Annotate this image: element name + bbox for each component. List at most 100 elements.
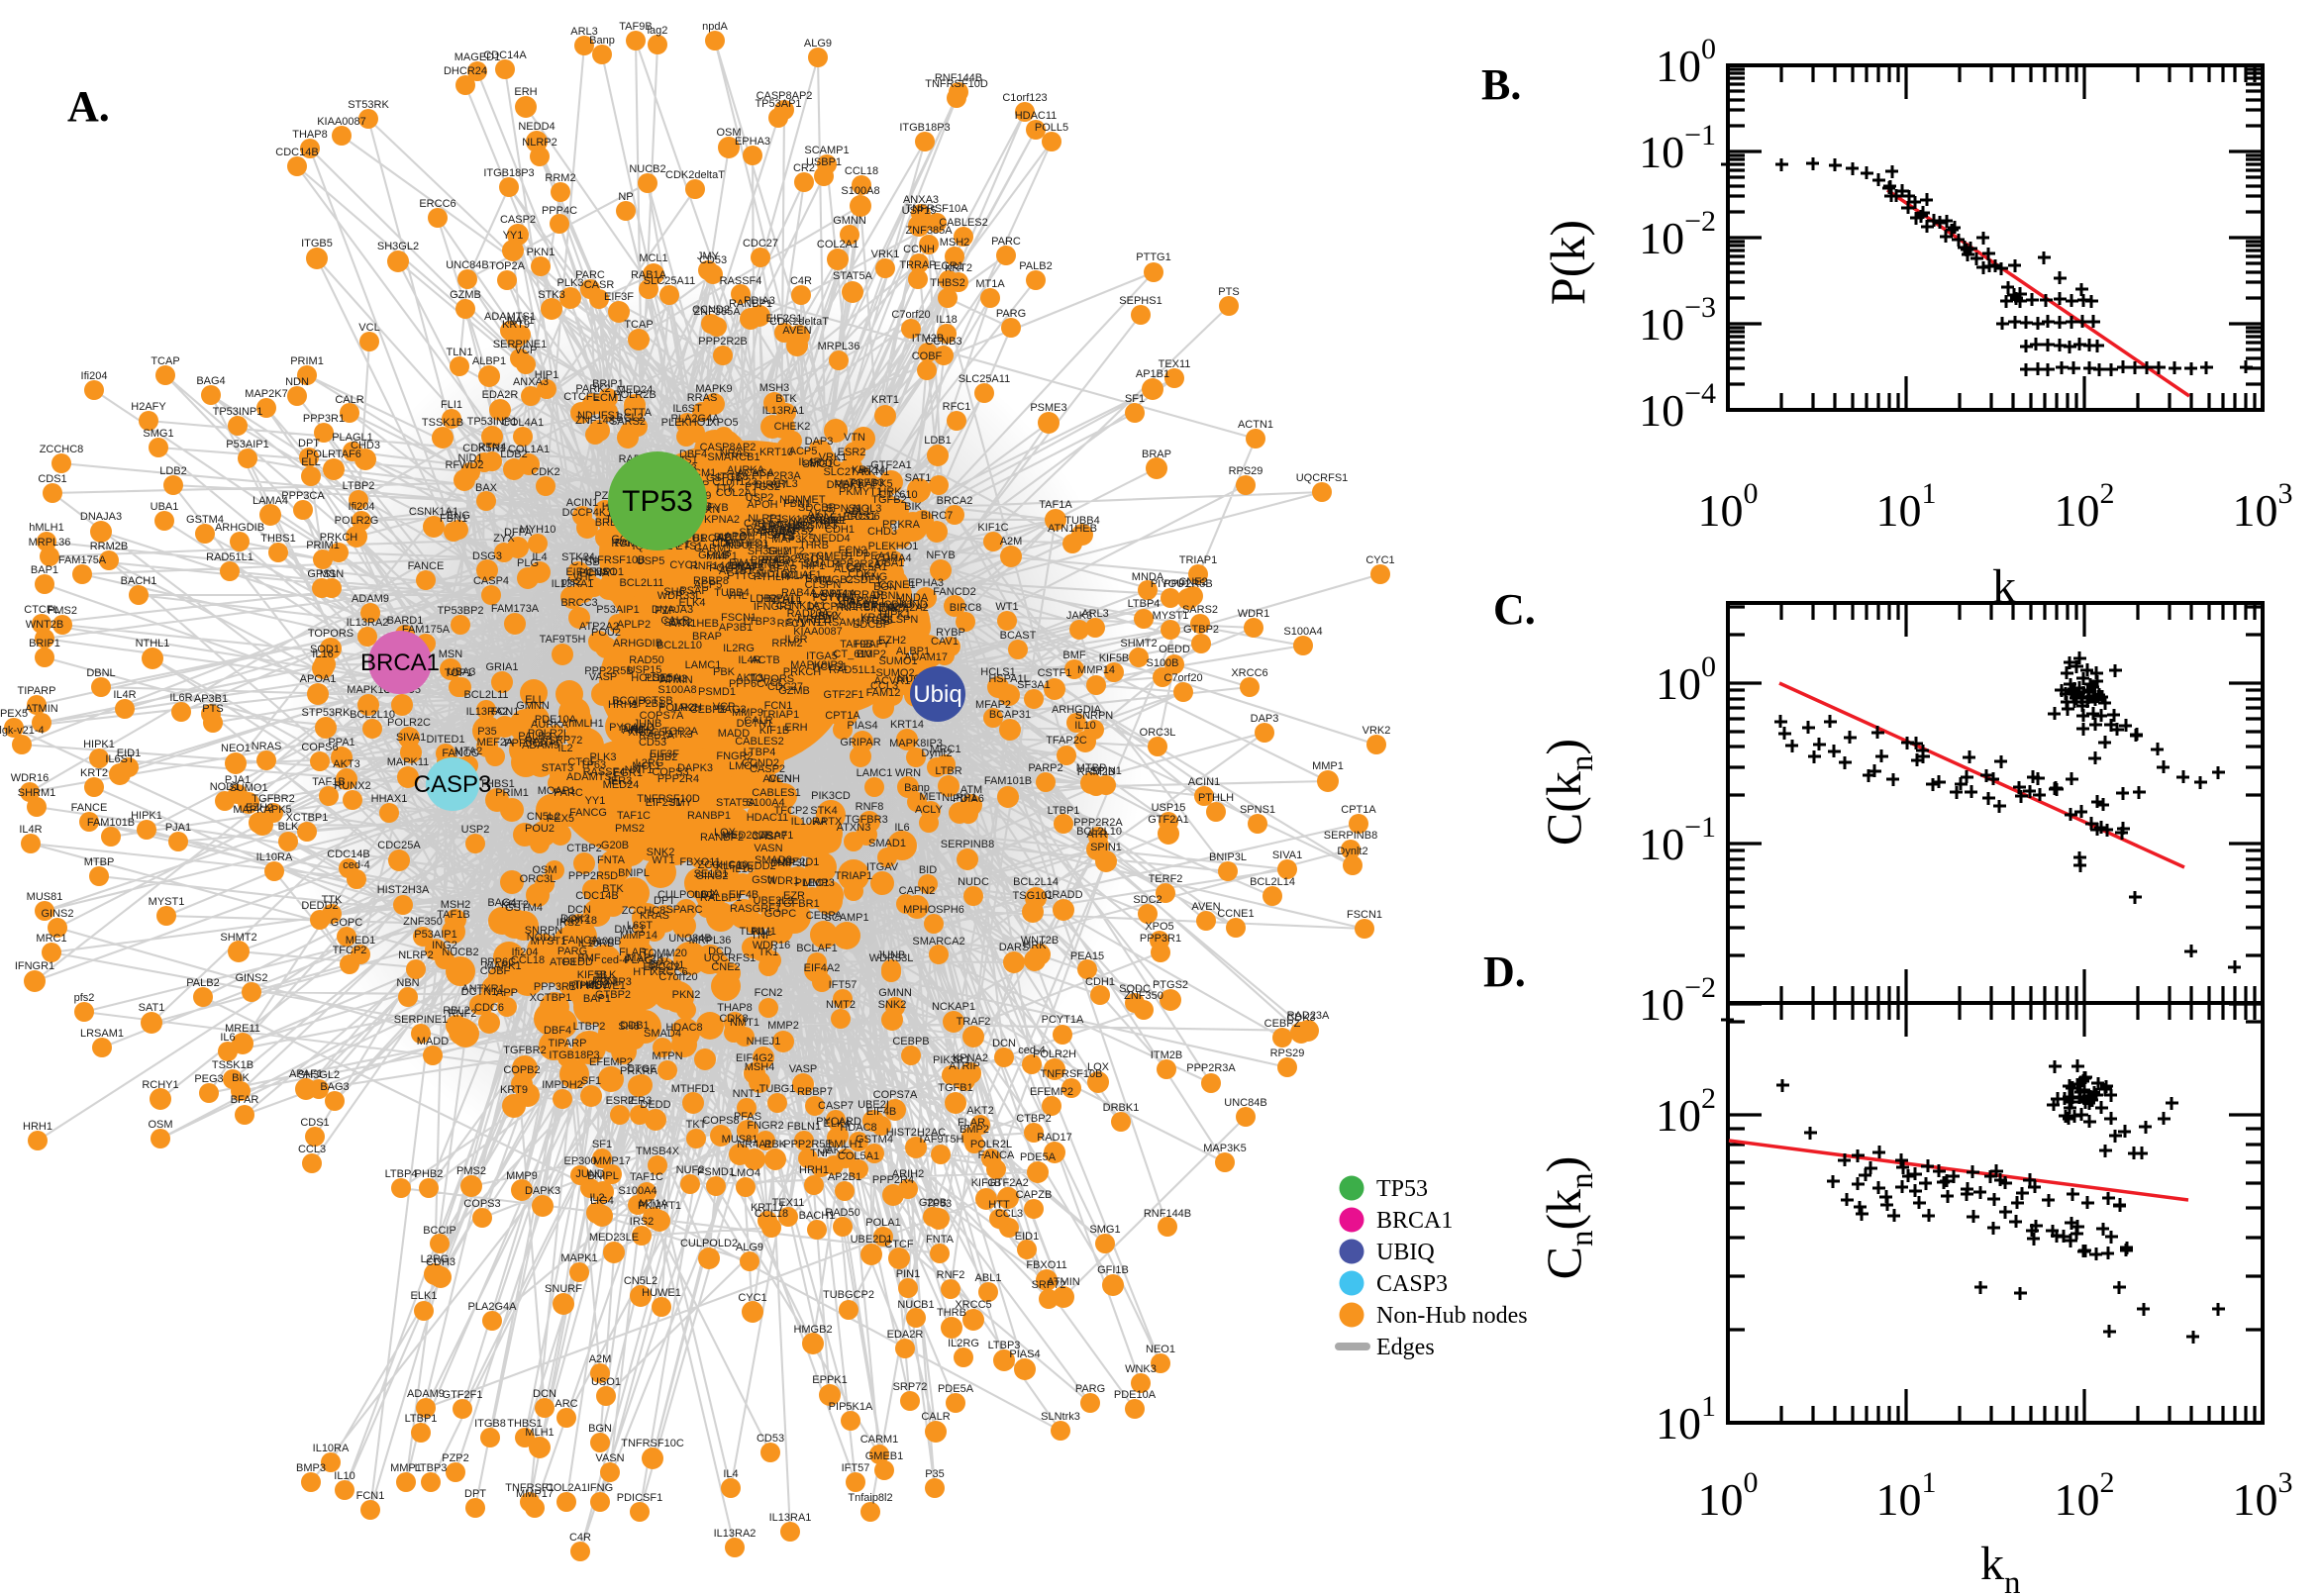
svg-text:C4R: C4R — [790, 275, 812, 287]
svg-text:GMEB1: GMEB1 — [865, 1450, 904, 1462]
svg-text:MMP17: MMP17 — [516, 1488, 554, 1500]
svg-text:BMX: BMX — [818, 611, 843, 623]
svg-text:VASP: VASP — [789, 1063, 818, 1075]
svg-text:POLRTAF6: POLRTAF6 — [306, 449, 361, 460]
svg-text:ECM1: ECM1 — [593, 392, 624, 404]
svg-text:HIPK1: HIPK1 — [879, 609, 911, 621]
svg-text:STK24: STK24 — [561, 551, 595, 563]
svg-text:PJA1: PJA1 — [165, 822, 191, 834]
svg-text:MRPL36: MRPL36 — [29, 537, 71, 549]
svg-text:CALR: CALR — [921, 1411, 950, 1423]
svg-text:COBF: COBF — [912, 350, 943, 362]
svg-text:BIK: BIK — [904, 501, 922, 513]
svg-text:DARS: DARS — [999, 942, 1030, 953]
svg-text:HTT: HTT — [633, 966, 655, 978]
svg-text:FANCE: FANCE — [408, 560, 445, 572]
svg-text:DNAJA3: DNAJA3 — [652, 604, 693, 616]
svg-text:TEX11: TEX11 — [772, 1197, 805, 1209]
svg-text:TUBGCP2: TUBGCP2 — [823, 1289, 874, 1301]
svg-text:CTBP2: CTBP2 — [1016, 1113, 1051, 1125]
svg-text:PPP2R5D: PPP2R5D — [568, 870, 618, 882]
svg-text:CLSPN: CLSPN — [882, 614, 919, 626]
svg-text:FCN2: FCN2 — [839, 545, 867, 556]
svg-text:POLL5: POLL5 — [1035, 122, 1068, 134]
svg-text:H2AFY: H2AFY — [855, 639, 890, 650]
svg-text:BIRC7: BIRC7 — [756, 479, 787, 491]
svg-text:UNC84B: UNC84B — [668, 933, 711, 945]
svg-text:JAK3: JAK3 — [1066, 610, 1092, 622]
svg-text:SRP72: SRP72 — [893, 1381, 928, 1393]
svg-text:EID1: EID1 — [846, 548, 869, 559]
svg-text:HMGB2: HMGB2 — [814, 574, 853, 586]
svg-text:STK3: STK3 — [538, 289, 565, 301]
svg-text:GSTM4: GSTM4 — [505, 902, 543, 914]
svg-text:BACH1: BACH1 — [760, 525, 797, 537]
svg-text:POU2: POU2 — [525, 823, 555, 835]
svg-text:TRRAP: TRRAP — [899, 259, 936, 271]
svg-text:TP63: TP63 — [926, 1198, 952, 1210]
svg-text:TOP2A: TOP2A — [662, 726, 699, 738]
svg-text:NOD1: NOD1 — [210, 781, 241, 793]
svg-text:POLR2C: POLR2C — [387, 717, 431, 729]
svg-text:NNT1: NNT1 — [625, 764, 654, 776]
svg-text:PDE5A: PDE5A — [1020, 1151, 1057, 1163]
svg-text:CCL18: CCL18 — [511, 954, 545, 966]
svg-text:MMP1: MMP1 — [1312, 760, 1344, 772]
svg-text:MRPL36: MRPL36 — [818, 341, 860, 352]
svg-text:TFCP2: TFCP2 — [333, 945, 367, 956]
svg-text:LDB2: LDB2 — [159, 465, 187, 477]
svg-text:L2RG: L2RG — [421, 1253, 450, 1265]
svg-text:PHB2: PHB2 — [650, 751, 678, 763]
svg-text:NNT1: NNT1 — [733, 1088, 761, 1100]
svg-text:HMGB2: HMGB2 — [793, 1324, 832, 1336]
svg-text:GMNN: GMNN — [516, 700, 550, 712]
svg-text:GINS2: GINS2 — [695, 870, 728, 882]
svg-text:ADAM9: ADAM9 — [407, 1388, 445, 1400]
svg-text:CYC1: CYC1 — [738, 1292, 766, 1304]
svg-text:BMF: BMF — [1062, 649, 1086, 661]
svg-text:CCL3: CCL3 — [995, 1208, 1023, 1220]
svg-text:DCN: DCN — [567, 904, 591, 916]
svg-text:FNGR2: FNGR2 — [716, 750, 753, 762]
svg-text:CN5L2: CN5L2 — [527, 811, 560, 823]
svg-text:MEF2A: MEF2A — [477, 737, 514, 748]
svg-text:SH3GL2: SH3GL2 — [377, 241, 419, 252]
svg-text:BCL2L11: BCL2L11 — [463, 689, 508, 701]
svg-text:MYST1: MYST1 — [1153, 610, 1189, 622]
svg-text:FBXO11: FBXO11 — [1026, 1259, 1066, 1271]
svg-text:ATN1HEB: ATN1HEB — [1048, 523, 1097, 535]
svg-text:SUMO1: SUMO1 — [229, 782, 267, 794]
svg-text:C7orf20: C7orf20 — [891, 309, 930, 321]
svg-text:ACVR1: ACVR1 — [850, 596, 886, 608]
svg-text:DRBK1: DRBK1 — [1103, 1102, 1140, 1114]
svg-text:APAF1: APAF1 — [289, 1068, 323, 1080]
svg-text:ARIH2: ARIH2 — [623, 725, 655, 737]
svg-text:USP2: USP2 — [461, 824, 490, 836]
svg-text:MSH4: MSH4 — [745, 1061, 775, 1073]
svg-text:TAF1A: TAF1A — [1039, 499, 1072, 511]
svg-text:DBNL: DBNL — [86, 667, 115, 679]
svg-text:ARL3: ARL3 — [1081, 608, 1109, 620]
svg-text:PMS2: PMS2 — [48, 605, 77, 617]
svg-text:CTBP2: CTBP2 — [566, 843, 601, 854]
svg-text:CASP4: CASP4 — [473, 575, 509, 587]
svg-text:PPP3R1: PPP3R1 — [303, 413, 345, 425]
svg-text:D.: D. — [1483, 948, 1526, 996]
svg-text:VASP: VASP — [589, 671, 618, 683]
svg-text:C.: C. — [1493, 585, 1536, 634]
svg-text:HRK: HRK — [1023, 940, 1047, 951]
svg-text:RRM2B: RRM2B — [1077, 766, 1116, 778]
svg-text:RAD50: RAD50 — [629, 654, 663, 666]
svg-text:CASP10: CASP10 — [771, 523, 813, 535]
svg-text:MAPKAPK5: MAPKAPK5 — [834, 478, 892, 490]
svg-text:WDR16: WDR16 — [753, 940, 791, 951]
svg-text:BCLAF1: BCLAF1 — [796, 943, 838, 954]
svg-text:NR4A1: NR4A1 — [737, 1139, 771, 1150]
svg-text:USP15: USP15 — [1152, 802, 1186, 814]
svg-text:FAM101B: FAM101B — [984, 775, 1032, 787]
svg-text:GMNN: GMNN — [833, 215, 866, 227]
svg-text:CEBPZ: CEBPZ — [1264, 1018, 1301, 1030]
svg-text:POLA1: POLA1 — [865, 1217, 900, 1229]
svg-text:MTHFD1: MTHFD1 — [725, 538, 769, 549]
svg-text:RAD51L1: RAD51L1 — [206, 551, 253, 563]
